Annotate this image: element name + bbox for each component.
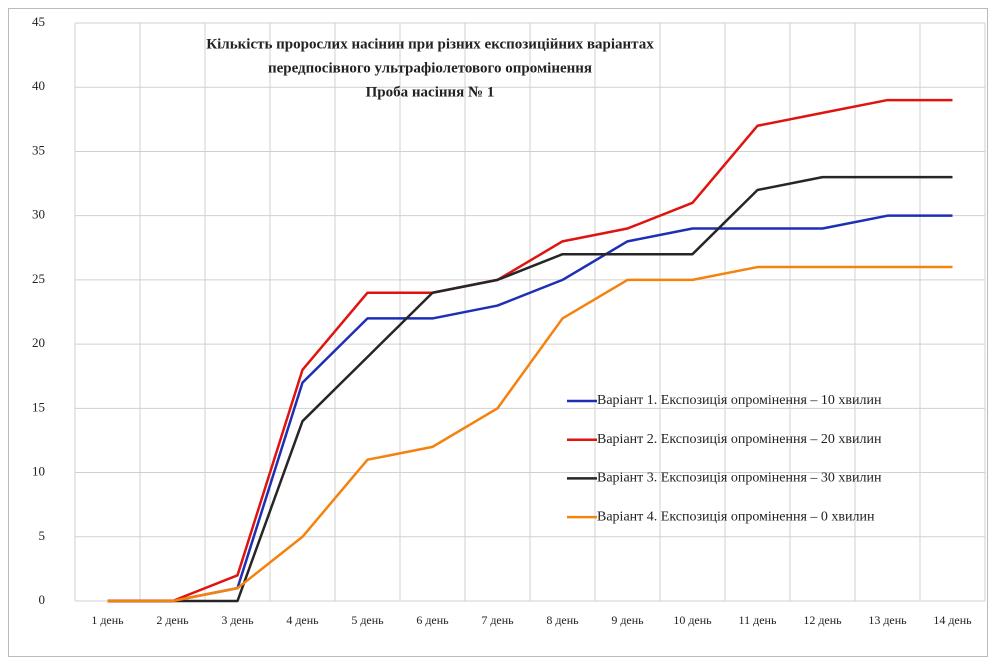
x-tick-label: 8 день: [546, 613, 579, 627]
x-tick-label: 4 день: [286, 613, 319, 627]
legend-label: Варіант 2. Експозиція опромінення – 20 х…: [597, 432, 882, 447]
y-tick-label: 25: [32, 271, 45, 286]
x-tick-label: 7 день: [481, 613, 514, 627]
chart-title: Кількість пророслих насінин при різних е…: [206, 36, 654, 52]
y-tick-label: 45: [32, 14, 45, 29]
x-tick-label: 14 день: [933, 613, 972, 627]
y-tick-label: 10: [32, 464, 45, 479]
x-tick-label: 6 день: [416, 613, 449, 627]
y-tick-label: 5: [39, 528, 46, 543]
y-tick-label: 40: [32, 78, 45, 93]
x-tick-label: 5 день: [351, 613, 384, 627]
legend-label: Варіант 3. Експозиція опромінення – 30 х…: [597, 471, 882, 486]
series-line: [107, 214, 953, 603]
y-tick-label: 20: [32, 335, 45, 350]
x-tick-label: 12 день: [803, 613, 842, 627]
x-tick-label: 10 день: [673, 613, 712, 627]
x-tick-label: 2 день: [156, 613, 189, 627]
x-tick-label: 11 день: [739, 613, 777, 627]
x-tick-label: 13 день: [868, 613, 907, 627]
series-line: [107, 98, 953, 603]
y-tick-label: 0: [39, 592, 46, 607]
chart-border: [8, 8, 988, 657]
y-tick-label: 15: [32, 399, 45, 414]
series-line: [107, 175, 953, 603]
x-tick-label: 9 день: [611, 613, 644, 627]
y-tick-label: 30: [32, 207, 45, 222]
legend-label: Варіант 4. Експозиція опромінення – 0 хв…: [597, 509, 875, 524]
chart-title: Проба насіння № 1: [366, 84, 495, 100]
legend-label: Варіант 1. Експозиція опромінення – 10 х…: [597, 393, 882, 408]
chart-title: передпосівного ультрафіолетового опромін…: [268, 60, 592, 76]
x-tick-label: 1 день: [91, 613, 124, 627]
y-tick-label: 35: [32, 142, 45, 157]
x-tick-label: 3 день: [221, 613, 254, 627]
series-line: [107, 265, 953, 603]
